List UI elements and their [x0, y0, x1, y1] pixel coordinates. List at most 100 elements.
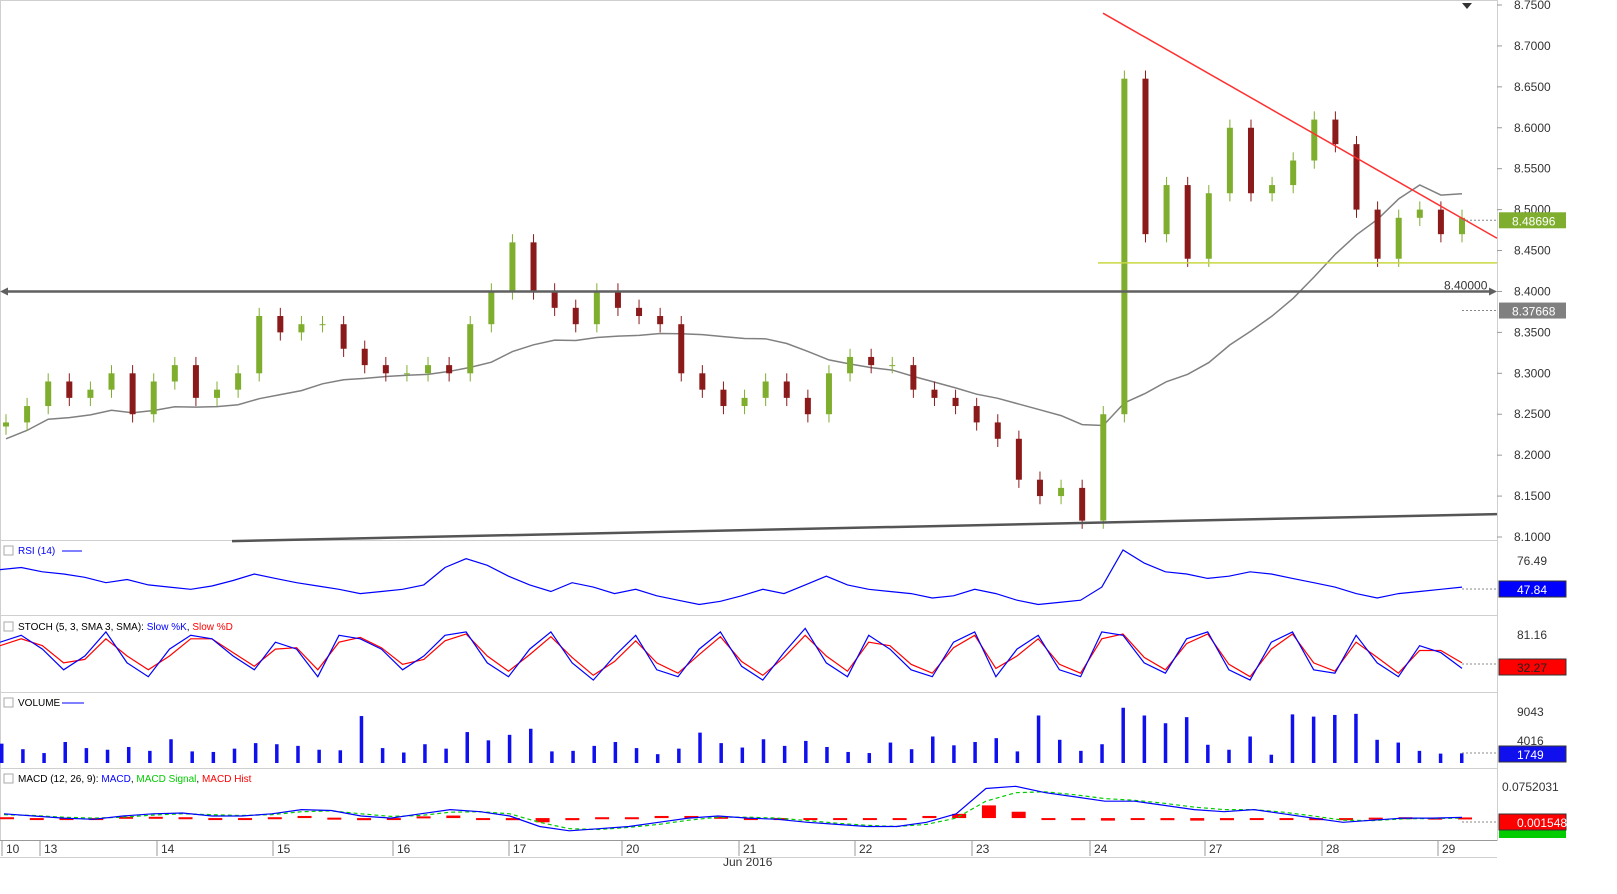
volume-bar — [994, 738, 998, 763]
candle-body — [636, 307, 643, 317]
panel-toggle-icon — [3, 697, 14, 708]
candle-body — [1079, 487, 1086, 521]
volume-bar — [698, 732, 702, 763]
candle-body — [1416, 209, 1423, 218]
macd-hist-bar — [446, 815, 461, 819]
candle-body — [171, 365, 178, 382]
volume-bar — [1121, 707, 1125, 763]
candle-body — [720, 389, 727, 407]
candle-body — [509, 242, 516, 292]
candle-body — [551, 291, 558, 308]
candle-body — [847, 356, 854, 374]
candle-body — [973, 406, 980, 423]
candle-body — [1100, 414, 1107, 521]
stoch-title-part: Slow %K — [147, 622, 187, 633]
volume-bar — [359, 716, 364, 763]
volume-bar — [296, 745, 300, 763]
macd-hist-bar — [1071, 818, 1086, 821]
x-tick-label: 10 — [6, 842, 20, 856]
candle-body — [3, 422, 9, 427]
volume-bar — [1460, 753, 1464, 763]
volume-bar — [931, 736, 935, 763]
volume-bar — [1206, 744, 1210, 763]
volume-bar — [973, 742, 977, 763]
macd-value-box — [1498, 813, 1567, 831]
macd-hist-bar — [297, 815, 312, 819]
volume-bar — [719, 743, 723, 763]
candle-body — [214, 389, 221, 398]
last-price-box — [1499, 212, 1566, 229]
volume-bar — [952, 745, 956, 763]
price-tick-label: 8.5500 — [1514, 162, 1551, 176]
macd-hist-bar — [267, 817, 282, 820]
candle-body — [340, 324, 347, 349]
candle-body — [1142, 78, 1149, 235]
candle-body — [1437, 209, 1444, 235]
macd-signal-box — [1499, 828, 1566, 838]
volume-bar — [1311, 716, 1316, 763]
volume-bar — [867, 753, 872, 763]
macd-hist-bar — [1368, 817, 1383, 820]
panel-toggle-icon — [3, 621, 14, 632]
price-tick-label: 8.2000 — [1514, 448, 1551, 462]
macd-hist-bar — [595, 817, 610, 820]
macd-hist-bar — [1279, 818, 1294, 821]
dropdown-arrow-icon — [1462, 3, 1472, 9]
volume-bar — [528, 728, 533, 763]
ma-value-label: 8.37668 — [1512, 305, 1556, 319]
hline-left-arrow — [0, 287, 8, 296]
volume-bar — [423, 744, 427, 763]
candle-body — [256, 316, 263, 374]
candle-body — [87, 389, 94, 398]
price-tick-label: 8.1000 — [1514, 530, 1551, 544]
macd-hist-bar — [743, 818, 758, 821]
rsi-tick-label: 76.49 — [1517, 554, 1547, 568]
candle-body — [1459, 217, 1465, 235]
hline-value-label: 8.40000 — [1444, 278, 1488, 292]
volume-bar — [740, 747, 745, 763]
candle-body — [1163, 185, 1170, 235]
rising-trendline — [231, 512, 1498, 543]
x-tick-label: 24 — [1094, 842, 1108, 856]
candle-body — [1290, 160, 1297, 186]
rsi-title-part: RSI (14) — [18, 546, 55, 557]
volume-bar — [846, 751, 850, 763]
volume-bar — [211, 751, 216, 763]
price-tick-label: 8.4500 — [1514, 244, 1551, 258]
macd-hist-bar — [1338, 818, 1353, 821]
volume-bar — [232, 748, 237, 763]
x-month-label: Jun 2016 — [723, 855, 773, 869]
volume-bar — [571, 750, 575, 763]
volume-bar — [63, 742, 67, 763]
x-tick-label: 20 — [626, 842, 640, 856]
volume-bar — [677, 748, 681, 763]
macd-hist-bar — [684, 815, 699, 819]
macd-hist-bar — [1190, 818, 1205, 821]
candle-body — [572, 307, 579, 325]
candle-body — [277, 316, 284, 333]
candle-body — [235, 373, 242, 390]
price-tick-label: 8.2500 — [1514, 407, 1551, 421]
volume-value-box — [1498, 745, 1567, 763]
macd-title-part: MACD — [101, 774, 130, 785]
volume-bar — [1142, 715, 1147, 763]
candle-body — [108, 373, 115, 390]
candle-body — [1269, 185, 1276, 194]
x-tick-label: 27 — [1209, 842, 1223, 856]
candle-body — [192, 365, 199, 398]
candle-body — [45, 381, 52, 407]
macd-title: MACD (12, 26, 9): MACD, MACD Signal, MAC… — [18, 774, 252, 785]
candle-body — [804, 397, 811, 415]
x-tick-label: 28 — [1326, 842, 1340, 856]
candle-body — [1226, 127, 1233, 194]
volume-bar — [42, 753, 46, 763]
volume-bar — [550, 751, 554, 763]
stoch-k-line — [0, 627, 1463, 681]
candle-body — [467, 324, 474, 374]
macd-hist-bar — [238, 818, 253, 821]
volume-bar — [825, 746, 829, 763]
volume-bar — [655, 754, 660, 763]
macd-hist-bar — [1160, 818, 1175, 821]
macd-hist-bar — [1458, 817, 1472, 820]
